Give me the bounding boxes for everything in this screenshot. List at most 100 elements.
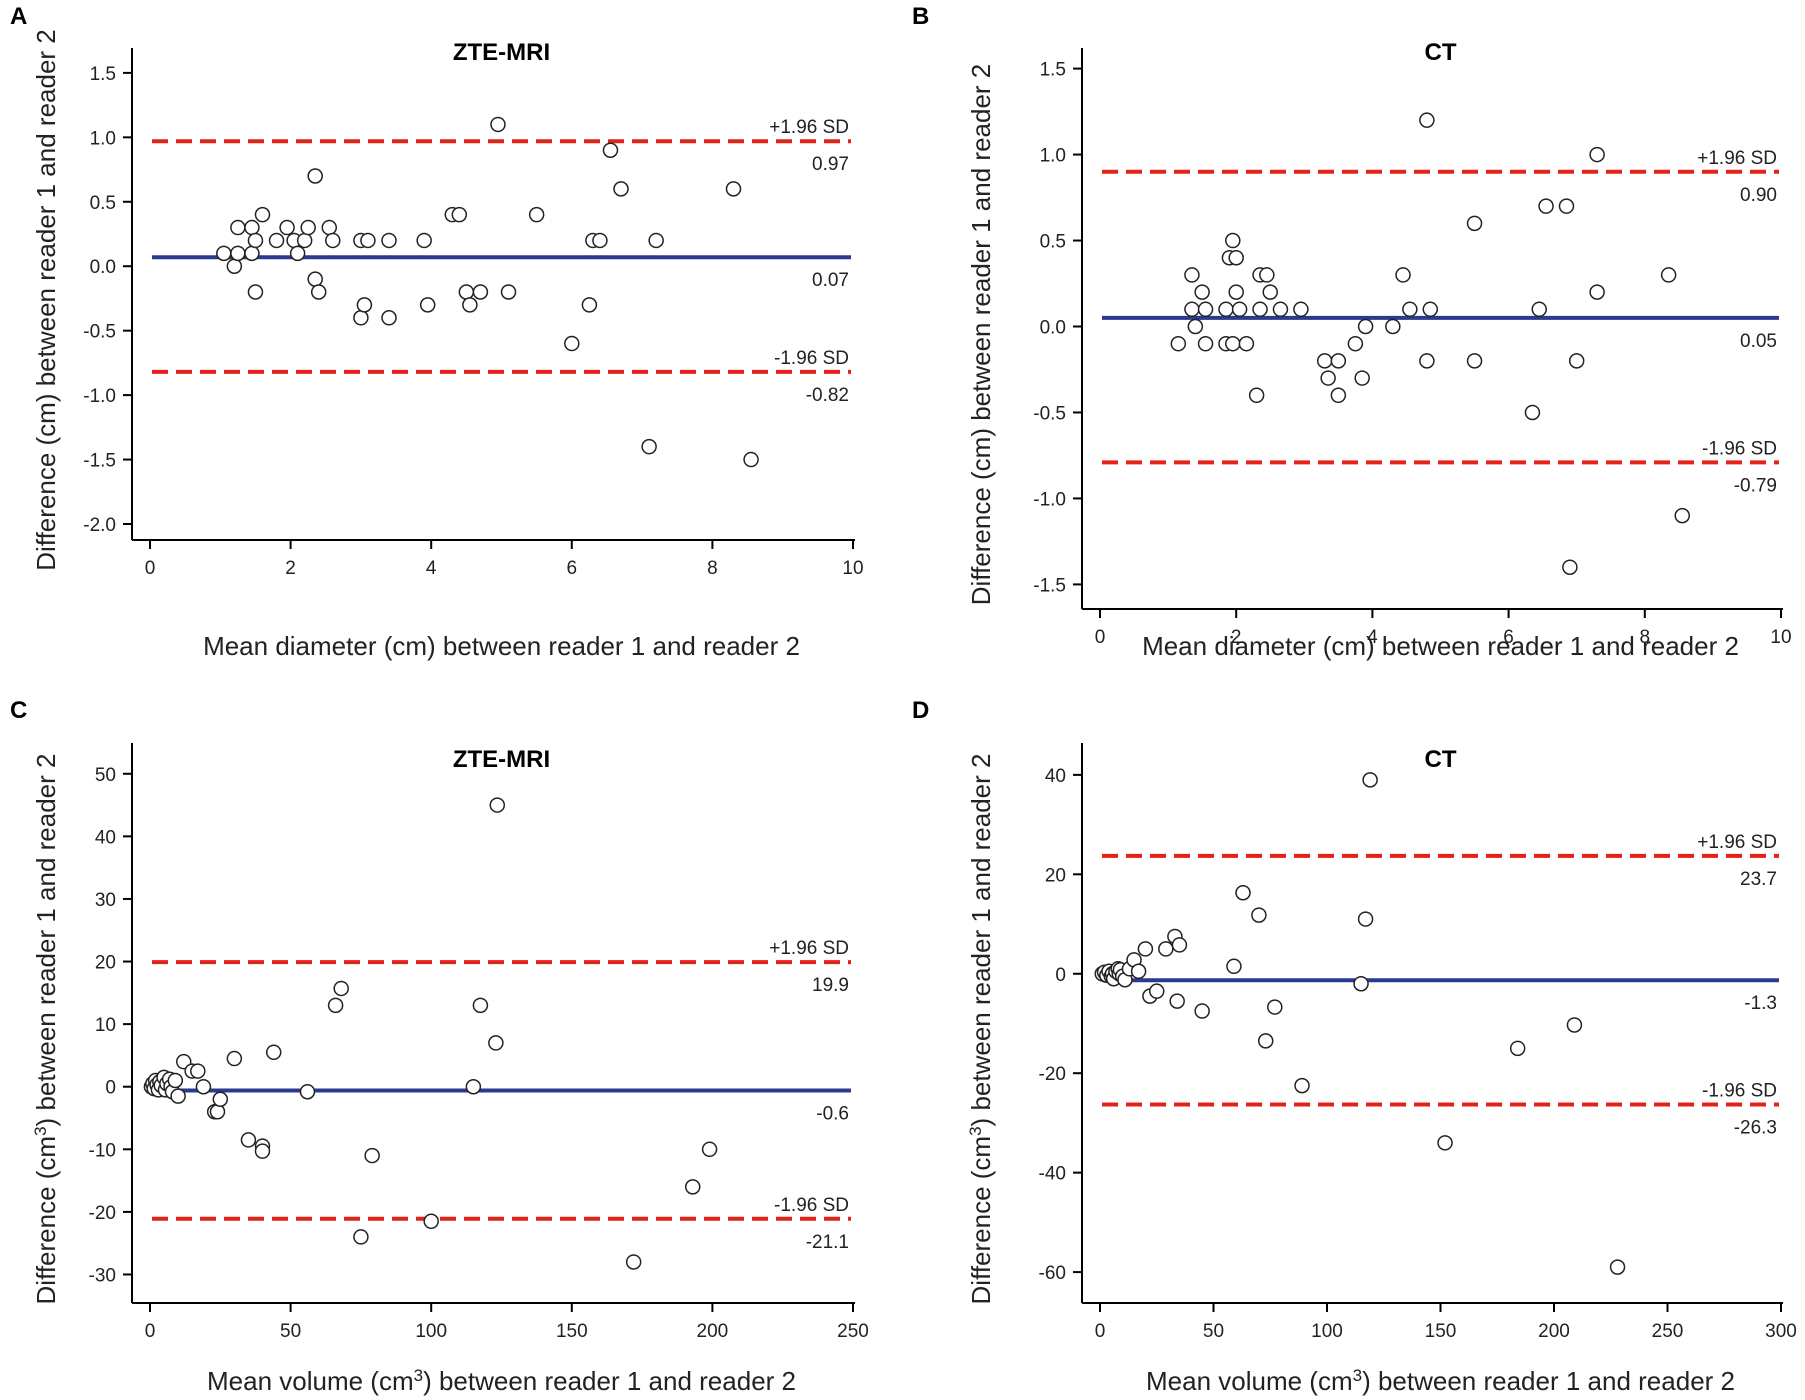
data-point xyxy=(1267,999,1283,1015)
y-axis-title-superscript: 3 xyxy=(966,1126,985,1135)
data-point xyxy=(1248,387,1265,404)
x-axis-title-superscript: 3 xyxy=(1353,1366,1362,1385)
data-point xyxy=(1402,301,1418,318)
panel-a: A ZTE-MRI 0 2 4 6 8 10 -2.0 -1.5 -1.0 -0.5 0.0 0.5 1.0… xyxy=(10,3,864,661)
data-point xyxy=(725,181,742,197)
data-point xyxy=(1170,335,1187,352)
data-point xyxy=(356,297,373,313)
data-point xyxy=(327,997,344,1014)
panel-letter: B xyxy=(912,3,929,30)
x-tick-label: 50 xyxy=(280,1321,301,1342)
data-point xyxy=(1330,387,1347,404)
x-tick-label: 10 xyxy=(842,558,863,579)
y-axis-title-part: Difference (cm xyxy=(31,1136,61,1305)
y-tick-label: 0 xyxy=(1055,965,1066,986)
data-point xyxy=(268,232,285,249)
data-point xyxy=(1257,1033,1274,1049)
chart-title: ZTE-MRI xyxy=(453,746,550,773)
data-point xyxy=(381,310,397,326)
data-point xyxy=(416,232,432,249)
y-tick-label: 1.5 xyxy=(1040,60,1066,81)
data-point xyxy=(1149,983,1165,999)
data-point xyxy=(1218,301,1234,318)
chart-title: CT xyxy=(1425,39,1457,66)
lower-limit-value: -26.3 xyxy=(1734,1118,1777,1139)
data-point xyxy=(296,232,313,249)
chart-title: CT xyxy=(1425,746,1457,773)
y-tick-label: 40 xyxy=(95,827,116,848)
data-point xyxy=(1558,198,1575,214)
data-point xyxy=(1187,318,1204,335)
data-point xyxy=(423,1213,439,1230)
y-axis-title-part: ) between reader 1 and reader 2 xyxy=(31,754,61,1127)
data-point xyxy=(364,1147,380,1164)
data-point xyxy=(1419,112,1435,128)
data-point xyxy=(1357,318,1374,335)
lower-sd-label: -1.96 SD xyxy=(774,1195,849,1216)
data-point xyxy=(1466,215,1483,232)
data-point xyxy=(247,232,264,249)
x-tick-label: 50 xyxy=(1203,1321,1224,1342)
y-tick-label: 0.5 xyxy=(90,193,116,214)
data-point xyxy=(472,997,489,1014)
upper-sd-label: +1.96 SD xyxy=(1697,832,1777,853)
lower-sd-label: -1.96 SD xyxy=(1702,1081,1777,1102)
data-point xyxy=(613,181,629,197)
y-axis-title: Difference (cm3) between reader 1 and re… xyxy=(31,754,62,1305)
y-tick-label: 30 xyxy=(95,890,116,911)
data-point xyxy=(381,232,397,249)
upper-sd-label: +1.96 SD xyxy=(769,117,849,138)
y-tick-label: 50 xyxy=(95,765,116,786)
data-point xyxy=(195,1078,212,1095)
data-point xyxy=(1562,559,1578,575)
data-point xyxy=(1294,1077,1310,1094)
data-point xyxy=(1252,301,1268,318)
data-point xyxy=(458,284,475,300)
data-point xyxy=(321,219,338,236)
x-tick-label: 0 xyxy=(1095,627,1106,648)
x-tick-label: 300 xyxy=(1765,1321,1797,1342)
x-tick-label: 6 xyxy=(1503,627,1514,648)
upper-limit-value: 23.7 xyxy=(1740,869,1777,890)
panel-c: C ZTE-MRI 0 50 100 150 200 250 -30 -20 -10 0 10 20 30 4… xyxy=(10,697,869,1396)
data-point xyxy=(244,219,260,236)
chart-title: ZTE-MRI xyxy=(453,39,550,66)
data-point xyxy=(488,1035,504,1051)
x-tick-label: 100 xyxy=(415,1321,447,1342)
data-point xyxy=(1589,284,1605,300)
x-tick-label: 250 xyxy=(837,1321,869,1342)
upper-limit-value: 19.9 xyxy=(812,975,849,996)
data-point xyxy=(307,271,323,287)
x-tick-label: 0 xyxy=(1095,1321,1106,1342)
data-point xyxy=(1385,318,1401,335)
panel-b: B CT 0 2 4 6 8 10 -1.5 -1.0 -0.5 0.0 0.5 1.0 1.5 +1.96 … xyxy=(912,3,1792,661)
y-tick-label: 0.0 xyxy=(1040,318,1066,339)
data-point xyxy=(247,284,264,300)
x-axis-title: Mean diameter (cm) between reader 1 and … xyxy=(1142,631,1739,661)
data-point xyxy=(353,1229,369,1245)
y-axis-title: Difference (cm3) between reader 1 and re… xyxy=(966,754,997,1305)
data-point xyxy=(1509,1040,1526,1057)
data-point xyxy=(1231,301,1248,318)
y-axis-title: Difference (cm) between reader 1 and rea… xyxy=(31,29,61,570)
x-tick-label: 250 xyxy=(1652,1321,1684,1342)
data-point xyxy=(216,245,232,262)
data-point xyxy=(1531,301,1547,318)
x-tick-label: 0 xyxy=(145,558,156,579)
y-tick-label: 0 xyxy=(105,1078,116,1099)
x-tick-label: 8 xyxy=(707,558,718,579)
mean-difference-value: 0.07 xyxy=(812,270,849,291)
panel-letter: C xyxy=(10,697,27,724)
upper-limit-value: 0.97 xyxy=(812,154,849,175)
panel-letter: D xyxy=(912,697,929,724)
x-tick-label: 200 xyxy=(697,1321,729,1342)
data-point xyxy=(212,1091,229,1107)
data-point xyxy=(310,284,327,300)
data-point xyxy=(333,980,349,997)
y-tick-label: 1.0 xyxy=(1040,146,1066,167)
data-point xyxy=(1589,146,1605,163)
x-axis-title-superscript: 3 xyxy=(414,1366,423,1385)
lower-limit-value: -0.82 xyxy=(806,385,849,406)
data-point xyxy=(641,438,657,455)
